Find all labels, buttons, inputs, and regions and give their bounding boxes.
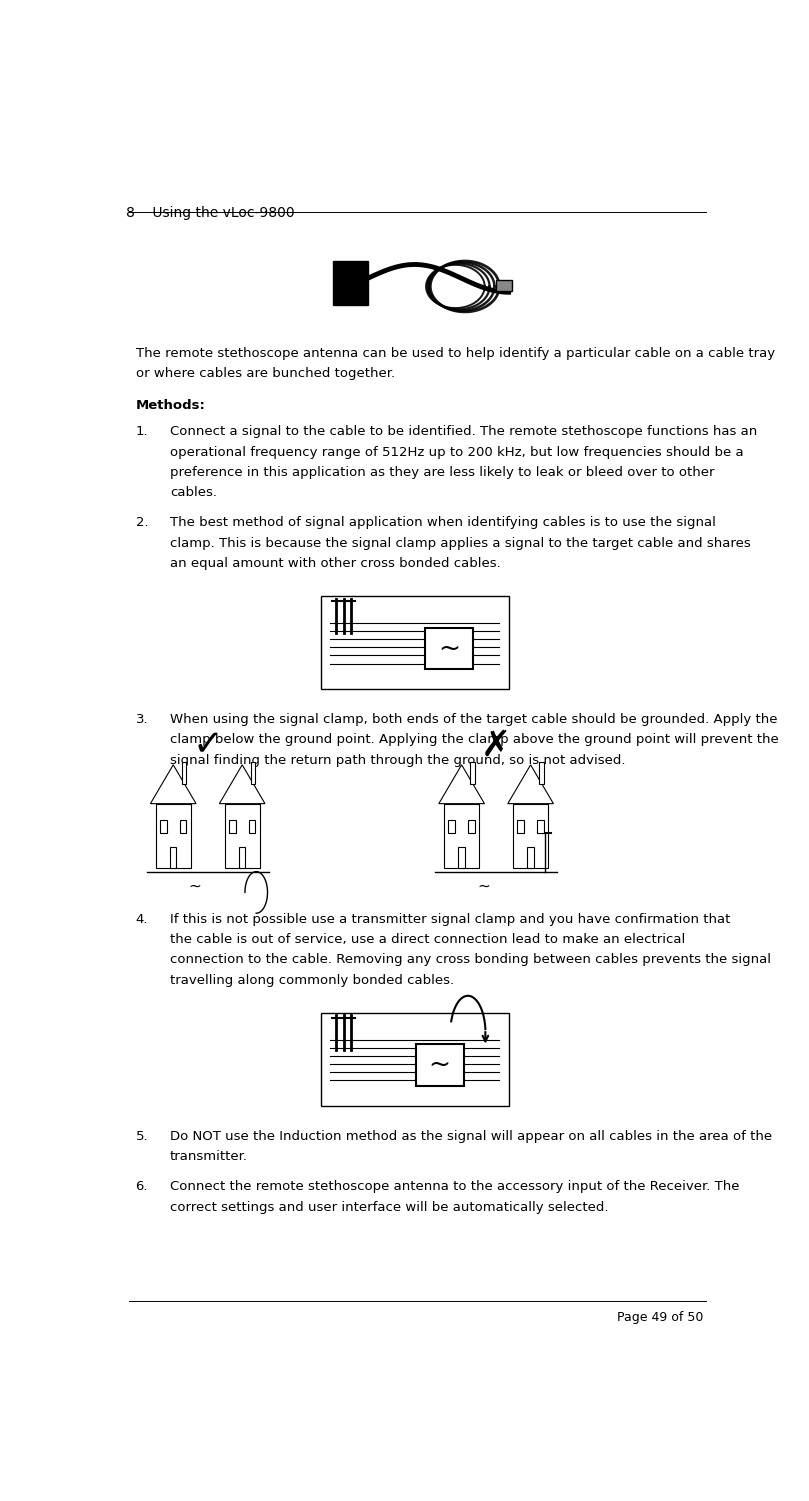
Bar: [527, 848, 534, 869]
Text: ✓: ✓: [193, 728, 222, 763]
Text: Do NOT use the Induction method as the signal will appear on all cables in the a: Do NOT use the Induction method as the s…: [170, 1130, 773, 1142]
Bar: [416, 1045, 464, 1085]
Text: If this is not possible use a transmitter signal clamp and you have confirmation: If this is not possible use a transmitte…: [170, 913, 731, 926]
Text: clamp below the ground point. Applying the clamp above the ground point will pre: clamp below the ground point. Applying t…: [170, 734, 779, 746]
Text: When using the signal clamp, both ends of the target cable should be grounded. A: When using the signal clamp, both ends o…: [170, 713, 777, 726]
Text: an equal amount with other cross bonded cables.: an equal amount with other cross bonded …: [170, 557, 501, 570]
Bar: [320, 596, 509, 689]
Bar: [468, 821, 475, 833]
Text: cables.: cables.: [170, 486, 217, 500]
Text: Page 49 of 50: Page 49 of 50: [616, 1312, 703, 1324]
Text: ~: ~: [188, 878, 201, 893]
Polygon shape: [150, 766, 196, 803]
Text: or where cables are bunched together.: or where cables are bunched together.: [136, 366, 395, 380]
Text: Connect a signal to the cable to be identified. The remote stethoscope functions: Connect a signal to the cable to be iden…: [170, 425, 757, 438]
Text: ~: ~: [429, 1052, 451, 1078]
Text: 1.: 1.: [136, 425, 148, 438]
Bar: [537, 821, 544, 833]
Bar: [251, 761, 256, 784]
Bar: [239, 848, 245, 869]
Text: 2.: 2.: [136, 516, 148, 530]
Text: Methods:: Methods:: [136, 399, 205, 413]
Bar: [170, 848, 176, 869]
Polygon shape: [438, 766, 485, 803]
Bar: [448, 821, 455, 833]
Bar: [229, 821, 235, 833]
Polygon shape: [508, 766, 553, 803]
Bar: [180, 821, 186, 833]
Text: The best method of signal application when identifying cables is to use the sign: The best method of signal application wh…: [170, 516, 716, 530]
Text: The remote stethoscope antenna can be used to help identify a particular cable o: The remote stethoscope antenna can be us…: [136, 347, 775, 360]
Text: 4.: 4.: [136, 913, 148, 926]
Bar: [470, 761, 475, 784]
Text: 6.: 6.: [136, 1180, 148, 1193]
Bar: [160, 821, 167, 833]
Bar: [155, 803, 191, 869]
Bar: [182, 761, 186, 784]
Bar: [540, 761, 544, 784]
Text: ~: ~: [438, 635, 460, 662]
Text: ✗: ✗: [481, 728, 511, 763]
Text: 3.: 3.: [136, 713, 148, 726]
Text: signal finding the return path through the ground, so is not advised.: signal finding the return path through t…: [170, 754, 625, 767]
Polygon shape: [219, 766, 265, 803]
Bar: [426, 627, 473, 669]
Bar: [320, 1013, 509, 1106]
Bar: [518, 821, 524, 833]
Bar: [333, 261, 367, 305]
Bar: [513, 803, 549, 869]
Bar: [496, 279, 512, 291]
Bar: [444, 803, 479, 869]
Text: correct settings and user interface will be automatically selected.: correct settings and user interface will…: [170, 1201, 608, 1214]
Bar: [225, 803, 260, 869]
Text: travelling along commonly bonded cables.: travelling along commonly bonded cables.: [170, 974, 454, 986]
Text: Connect the remote stethoscope antenna to the accessory input of the Receiver. T: Connect the remote stethoscope antenna t…: [170, 1180, 739, 1193]
Text: ~: ~: [477, 878, 490, 893]
Bar: [459, 848, 465, 869]
Text: connection to the cable. Removing any cross bonding between cables prevents the : connection to the cable. Removing any cr…: [170, 953, 771, 967]
Text: operational frequency range of 512Hz up to 200 kHz, but low frequencies should b: operational frequency range of 512Hz up …: [170, 446, 743, 459]
Text: clamp. This is because the signal clamp applies a signal to the target cable and: clamp. This is because the signal clamp …: [170, 537, 751, 549]
Text: 5.: 5.: [136, 1130, 148, 1142]
Text: the cable is out of service, use a direct connection lead to make an electrical: the cable is out of service, use a direc…: [170, 934, 685, 946]
Text: 8    Using the vLoc-9800: 8 Using the vLoc-9800: [126, 206, 294, 219]
Text: transmitter.: transmitter.: [170, 1150, 248, 1163]
Text: preference in this application as they are less likely to leak or bleed over to : preference in this application as they a…: [170, 465, 714, 479]
Bar: [248, 821, 256, 833]
